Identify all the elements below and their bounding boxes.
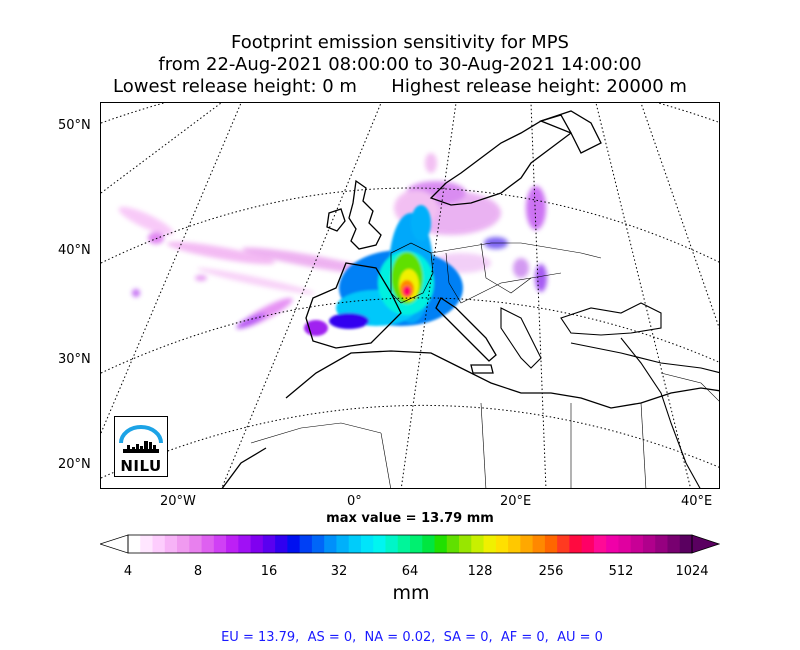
colorbar-cell	[410, 535, 423, 553]
colorbar-cell	[311, 535, 325, 553]
colorbar-cell	[544, 535, 558, 553]
region-summary: EU = 13.79, AS = 0, NA = 0.02, SA = 0, A…	[221, 630, 603, 645]
colorbar-cell	[667, 535, 681, 553]
nilu-logo-graphic	[119, 425, 163, 453]
nilu-logo-text: NILU	[120, 457, 162, 475]
lat-label-30n: 30°N	[58, 352, 91, 367]
colorbar-cell	[275, 535, 288, 553]
lat-label-50n: 50°N	[58, 118, 91, 133]
colorbar-tick-256: 256	[538, 564, 564, 579]
colorbar-tick-8: 8	[193, 564, 203, 579]
lat-label-20n: 20°N	[58, 457, 91, 472]
colorbar-cell	[213, 535, 227, 553]
colorbar-cell	[336, 535, 350, 553]
graticule	[101, 103, 719, 488]
footprint-map[interactable]	[101, 103, 720, 489]
colorbar-cell	[459, 535, 472, 553]
colorbar-cell	[593, 535, 607, 553]
colorbar-cell	[189, 535, 203, 553]
colorbar-cell	[557, 535, 570, 553]
colorbar-cell	[569, 535, 583, 553]
colorbar-cell	[128, 535, 141, 553]
title-line-3: Lowest release height: 0 m Highest relea…	[0, 76, 800, 98]
colorbar-cell	[360, 535, 374, 553]
colorbar-cell	[642, 535, 656, 553]
colorbar-unit: mm	[392, 582, 430, 604]
footprint-plume	[118, 153, 547, 336]
colorbar-cell	[422, 535, 436, 553]
colorbar-cell	[471, 535, 485, 553]
colorbar-cell	[606, 535, 619, 553]
colorbar-cell	[226, 535, 239, 553]
colorbar-cell	[397, 535, 411, 553]
title-line-1: Footprint emission sensitivity for MPS	[231, 32, 569, 53]
colorbar-min-arrow	[100, 534, 129, 554]
colorbar-cell	[508, 535, 521, 553]
colorbar-cell	[348, 535, 362, 553]
colorbar-cell	[250, 535, 264, 553]
colorbar-cell	[140, 535, 154, 553]
colorbar-cell	[679, 535, 693, 553]
colorbar-cell	[532, 535, 546, 553]
colorbar-cell	[446, 535, 460, 553]
colorbar-cell	[483, 535, 497, 553]
colorbar-tick-128: 128	[467, 564, 493, 579]
lat-label-40n: 40°N	[58, 243, 91, 258]
colorbar-tick-1024: 1024	[675, 564, 709, 579]
colorbar-cell	[152, 535, 166, 553]
colorbar-cell	[630, 535, 644, 553]
title-line-2: from 22-Aug-2021 08:00:00 to 30-Aug-2021…	[158, 54, 642, 75]
colorbar-cell	[434, 535, 448, 553]
colorbar-cell	[618, 535, 632, 553]
colorbar-cell	[287, 535, 301, 553]
lowest-release-height: Lowest release height: 0 m	[113, 76, 357, 97]
colorbar-cell	[299, 535, 313, 553]
nilu-logo: NILU	[114, 416, 168, 477]
lon-label-20e: 20°E	[500, 494, 532, 509]
lon-label-0: 0°	[347, 494, 362, 509]
lon-label-40e: 40°E	[681, 494, 713, 509]
map-panel[interactable]	[100, 102, 720, 489]
colorbar-cell	[520, 535, 534, 553]
colorbar-cell	[385, 535, 399, 553]
colorbar-cell	[324, 535, 337, 553]
colorbar-cell	[655, 535, 668, 553]
colorbar-tick-4: 4	[123, 564, 133, 579]
colorbar	[100, 534, 720, 554]
colorbar-tick-64: 64	[401, 564, 419, 579]
colorbar-cell	[495, 535, 509, 553]
colorbar-max-arrow	[691, 534, 720, 554]
colorbar-tick-512: 512	[608, 564, 634, 579]
colorbar-cell	[164, 535, 178, 553]
colorbar-cell	[177, 535, 190, 553]
colorbar-tick-32: 32	[330, 564, 348, 579]
colorbar-cell	[201, 535, 215, 553]
lon-label-20w: 20°W	[160, 494, 196, 509]
colorbar-cell	[581, 535, 595, 553]
colorbar-tick-16: 16	[260, 564, 278, 579]
highest-release-height: Highest release height: 20000 m	[391, 76, 687, 97]
colorbar-cell	[262, 535, 276, 553]
colorbar-cell	[238, 535, 252, 553]
colorbar-cell	[373, 535, 386, 553]
coastlines	[221, 110, 719, 488]
max-value-label: max value = 13.79 mm	[326, 511, 494, 526]
